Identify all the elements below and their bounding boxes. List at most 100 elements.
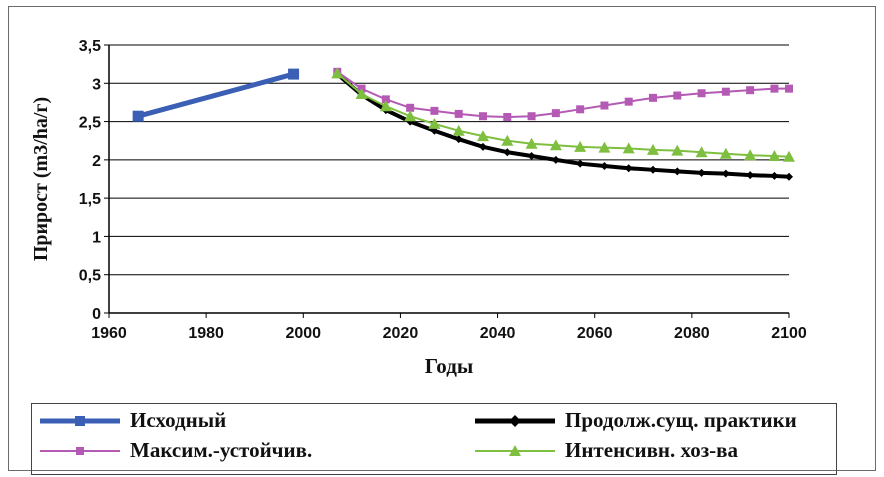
data-point bbox=[379, 100, 392, 112]
data-point bbox=[697, 89, 706, 98]
data-point bbox=[452, 124, 465, 136]
data-point bbox=[576, 105, 585, 114]
data-point bbox=[600, 161, 609, 170]
legend: Исходный Продолж.сущ. практики Максим.-у… bbox=[31, 403, 837, 475]
legend-item-prodolzh: Продолж.сущ. практики bbox=[475, 408, 797, 433]
data-point bbox=[551, 109, 560, 118]
series-line bbox=[335, 72, 790, 179]
data-point bbox=[525, 137, 538, 149]
data-point bbox=[671, 144, 684, 156]
data-point bbox=[527, 112, 536, 121]
x-tick-label: 2080 bbox=[674, 325, 710, 342]
series-lines bbox=[132, 67, 795, 181]
data-point bbox=[503, 112, 512, 121]
legend-marker-black-diamond bbox=[475, 414, 555, 427]
data-point bbox=[428, 117, 441, 129]
legend-item-maksim: Максим.-устойчив. bbox=[40, 438, 312, 463]
x-axis-label: Годы bbox=[425, 354, 473, 378]
data-point bbox=[719, 147, 732, 159]
y-tick-label: 3,5 bbox=[79, 38, 101, 55]
data-point bbox=[721, 87, 730, 96]
x-tick-label: 2000 bbox=[285, 325, 321, 342]
data-point bbox=[673, 167, 682, 176]
series bbox=[333, 70, 793, 181]
series bbox=[333, 67, 793, 121]
series-line bbox=[137, 71, 295, 119]
data-point bbox=[744, 149, 757, 161]
data-point bbox=[647, 143, 659, 155]
data-point bbox=[406, 103, 415, 112]
data-point bbox=[355, 88, 368, 100]
series-line bbox=[336, 70, 789, 118]
tick-labels: 0 0,5 1 1,5 2 2,5 3 3,5 1960 1980 2000 2020 2040 2060… bbox=[79, 38, 807, 342]
data-point bbox=[479, 112, 487, 121]
data-point bbox=[746, 86, 755, 95]
data-point bbox=[404, 110, 417, 122]
y-tick-label: 0 bbox=[92, 306, 101, 323]
y-tick-label: 1 bbox=[92, 229, 101, 246]
legend-marker-magenta-square bbox=[40, 446, 120, 455]
axes bbox=[104, 44, 790, 318]
x-tick-label: 2100 bbox=[771, 325, 807, 342]
x-tick-label: 2060 bbox=[577, 325, 613, 342]
y-tick-label: 1,5 bbox=[79, 191, 101, 208]
data-point bbox=[454, 109, 463, 118]
data-point bbox=[381, 95, 390, 104]
data-point bbox=[501, 134, 514, 146]
legend-label: Интенсивн. хоз-ва bbox=[565, 438, 739, 462]
legend-marker-green-triangle bbox=[475, 444, 555, 456]
data-point bbox=[576, 159, 585, 168]
data-point bbox=[785, 84, 793, 93]
data-point bbox=[527, 152, 536, 161]
data-point bbox=[132, 110, 144, 122]
data-point bbox=[549, 139, 562, 151]
data-point bbox=[721, 169, 730, 178]
data-point bbox=[783, 150, 795, 162]
data-point bbox=[551, 155, 560, 164]
series bbox=[132, 68, 300, 122]
data-point bbox=[624, 97, 633, 106]
series bbox=[331, 67, 795, 162]
y-tick-label: 2,5 bbox=[79, 115, 101, 132]
data-point bbox=[697, 168, 706, 177]
data-point bbox=[746, 171, 755, 180]
x-tick-label: 2040 bbox=[480, 325, 516, 342]
y-axis-label: Прирост (m3/ha/г) bbox=[30, 97, 52, 261]
legend-label: Исходный bbox=[130, 408, 227, 432]
legend-marker-blue-square bbox=[40, 415, 120, 426]
data-point bbox=[574, 140, 587, 152]
line-chart: 0 0,5 1 1,5 2 2,5 3 3,5 1960 1980 2000 2020 2040 2060… bbox=[30, 38, 807, 378]
data-point bbox=[770, 171, 779, 180]
x-tick-label: 1960 bbox=[91, 325, 127, 342]
data-point bbox=[624, 164, 633, 173]
legend-item-ishodny: Исходный bbox=[40, 408, 226, 433]
gridlines bbox=[109, 44, 789, 314]
legend-label: Продолж.сущ. практики bbox=[565, 408, 797, 432]
data-point bbox=[598, 141, 611, 153]
data-point bbox=[600, 101, 609, 110]
series-line bbox=[336, 72, 790, 158]
data-point bbox=[477, 130, 489, 142]
data-point bbox=[430, 106, 439, 115]
data-point bbox=[770, 84, 779, 93]
data-point bbox=[288, 68, 300, 80]
data-point bbox=[331, 67, 344, 79]
legend-label: Максим.-устойчив. bbox=[130, 438, 313, 462]
legend-item-intensivn: Интенсивн. хоз-ва bbox=[475, 438, 738, 463]
y-tick-label: 0,5 bbox=[79, 268, 101, 285]
data-point bbox=[622, 142, 635, 154]
y-tick-label: 2 bbox=[92, 153, 101, 170]
data-point bbox=[695, 146, 708, 158]
data-point bbox=[768, 150, 781, 162]
chart-frame: 0 0,5 1 1,5 2 2,5 3 3,5 1960 1980 2000 2020 2040 2060… bbox=[8, 6, 876, 475]
data-point bbox=[649, 165, 657, 174]
data-point bbox=[785, 172, 793, 181]
x-tick-label: 2020 bbox=[383, 325, 419, 342]
data-point bbox=[479, 142, 487, 151]
x-tick-label: 1980 bbox=[188, 325, 224, 342]
data-point bbox=[649, 93, 657, 102]
data-point bbox=[503, 148, 512, 157]
y-tick-label: 3 bbox=[92, 76, 101, 93]
data-point bbox=[673, 91, 682, 100]
data-point bbox=[454, 135, 463, 144]
